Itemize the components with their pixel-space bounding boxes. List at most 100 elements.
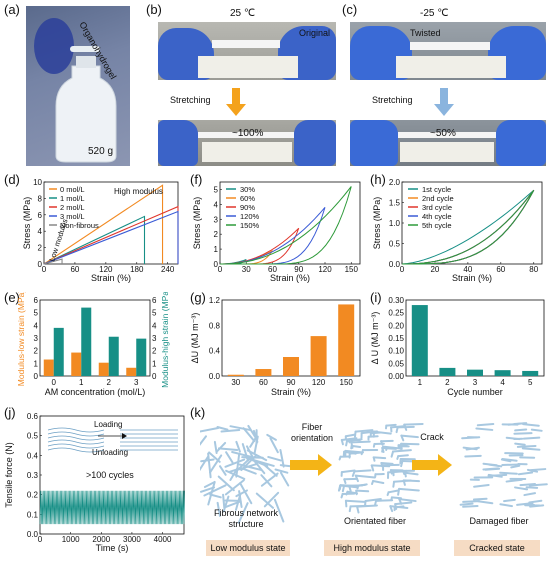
state-low-modulus: Low modulus state xyxy=(206,540,290,556)
y-tick-label: 0.8 xyxy=(209,321,221,330)
fiber xyxy=(274,468,289,474)
fiber xyxy=(403,422,424,426)
x-tick-label: 180 xyxy=(130,265,144,274)
x-tick-label: 40 xyxy=(463,265,472,274)
x-axis-label: Strain (%) xyxy=(271,387,311,397)
x-axis-label: Strain (%) xyxy=(452,273,492,283)
panel-c-letter: (c) xyxy=(342,2,358,17)
x-tick-label: 150 xyxy=(345,265,359,274)
fiber xyxy=(273,498,285,523)
bar xyxy=(283,357,299,376)
fiber xyxy=(220,429,241,433)
y-axis-label: Δ U (MJ m⁻³) xyxy=(370,312,380,365)
temp-c: -25 ℃ xyxy=(420,8,449,19)
chart-d: 0 60 120 180 240 0 2 4 6 8 10 Strain (%) Stress (MPa… xyxy=(22,178,179,283)
fiber xyxy=(228,467,242,473)
fiber xyxy=(519,483,537,487)
fiber xyxy=(200,427,220,433)
x-tick-label: 4000 xyxy=(154,535,172,544)
legend-label: 150% xyxy=(240,221,260,230)
y-tick-label: 0.1 xyxy=(27,510,39,519)
fiber-network-damaged xyxy=(459,422,548,508)
fiber xyxy=(354,429,374,433)
y-tick-label: 2 xyxy=(214,230,219,239)
bar xyxy=(43,359,54,376)
fiber xyxy=(505,478,523,483)
fiber xyxy=(239,482,253,505)
y-tick-label: 0 xyxy=(38,260,43,269)
fiber xyxy=(372,456,387,460)
x-tick-label: 150 xyxy=(340,378,354,387)
fiber xyxy=(462,505,479,508)
y-tick-label: 1.2 xyxy=(209,296,221,305)
fiber xyxy=(390,496,403,500)
x-tick-label: 90 xyxy=(294,265,303,274)
y-tick-label: 0.20 xyxy=(388,321,404,330)
fiber xyxy=(390,425,406,429)
x-tick-label: 0 xyxy=(42,265,47,274)
photo-c-twisted: Twisted xyxy=(350,22,546,80)
y-tick-label: 3 xyxy=(214,215,219,224)
plot-frame xyxy=(219,181,361,265)
mesh-line xyxy=(47,431,105,437)
fiber xyxy=(346,490,359,495)
fiber xyxy=(464,454,482,458)
panel-k-letter: (k) xyxy=(190,405,206,420)
fiber xyxy=(355,489,370,493)
fiber xyxy=(516,502,534,506)
fiber xyxy=(461,436,481,440)
fiber xyxy=(237,502,249,524)
fiber xyxy=(242,427,256,443)
fiber xyxy=(402,479,420,483)
fiber xyxy=(216,501,221,517)
fiber xyxy=(269,437,279,454)
fiber xyxy=(369,431,382,435)
y-tick-label-right: 2 xyxy=(152,347,157,356)
fiber xyxy=(397,454,409,458)
fiber xyxy=(200,486,216,493)
photo-b-stretched: ~100% xyxy=(158,120,336,166)
y-tick-label: 0.25 xyxy=(388,309,404,318)
state-cracked: Cracked state xyxy=(454,540,540,556)
x-tick-label: 1000 xyxy=(62,535,80,544)
fiber xyxy=(522,436,541,440)
bar xyxy=(227,374,244,376)
y-tick-label: 1.5 xyxy=(389,199,401,208)
y-tick-label: 0.10 xyxy=(388,347,404,356)
y-tick-label-left: 6 xyxy=(34,296,39,305)
bar xyxy=(494,370,511,376)
y-tick-label: 4 xyxy=(38,227,43,236)
fiber xyxy=(517,471,534,476)
x-tick-label: 120 xyxy=(99,265,113,274)
fiber xyxy=(522,423,540,427)
y-axis-label-right: Modulus-high strain (MPa) xyxy=(160,292,170,388)
legend-label: 1st cycle xyxy=(422,185,451,194)
fiber xyxy=(235,440,241,453)
y-tick-label: 0.15 xyxy=(388,334,404,343)
legend-label: 2 mol/L xyxy=(60,203,85,212)
x-axis-label: Cycle number xyxy=(447,387,503,397)
x-tick-label: 1 xyxy=(418,378,423,387)
x-tick-label: 2 xyxy=(107,378,112,387)
fiber xyxy=(499,503,513,508)
legend-label: 3rd cycle xyxy=(422,203,452,212)
fiber xyxy=(404,471,419,476)
bar xyxy=(255,369,272,376)
photo-b-original: Original xyxy=(158,22,336,80)
fiber xyxy=(392,470,406,473)
x-tick-label: 4 xyxy=(500,378,505,387)
x-tick-label: 0 xyxy=(52,378,57,387)
fiber xyxy=(260,472,279,487)
fiber xyxy=(501,458,518,462)
panel-h-letter: (h) xyxy=(370,172,386,187)
x-tick-label: 120 xyxy=(318,265,332,274)
y-axis-label-left: Modulus-low strain (MPa) xyxy=(16,292,26,386)
y-tick-label: 0.5 xyxy=(27,432,39,441)
y-tick-label: 4 xyxy=(214,200,219,209)
series-line xyxy=(43,210,179,265)
x-tick-label: 3000 xyxy=(123,535,141,544)
x-tick-label: 60 xyxy=(496,265,505,274)
fiber xyxy=(241,443,249,462)
temp-b: 25 ℃ xyxy=(230,8,256,19)
fiber xyxy=(279,471,290,487)
